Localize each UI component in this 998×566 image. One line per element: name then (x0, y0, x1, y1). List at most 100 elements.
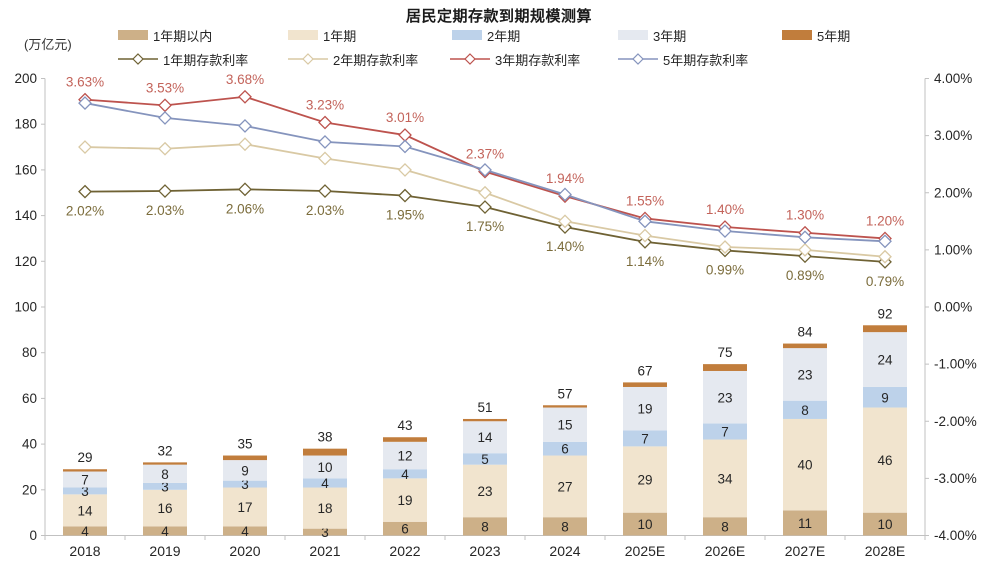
legend-item: 1年期以内 (118, 28, 212, 44)
diamond-marker (238, 182, 252, 197)
bar-segment-label: 19 (397, 493, 412, 508)
right-axis-tick-label: 2.00% (934, 185, 972, 200)
diamond-marker (158, 98, 172, 113)
bar-segment-label: 10 (877, 517, 892, 532)
x-axis-category-label: 2021 (309, 543, 340, 559)
bar-segment (863, 325, 907, 333)
diamond-marker (878, 234, 892, 249)
lines-group: 2.02% 2.03% 2.06% 2.03% 1.95% 1.75% 1.40% 1.14%… (66, 72, 904, 289)
bar-segment (703, 370, 747, 424)
left-axis-tick-label: 40 (22, 437, 37, 452)
rate-data-label: 1.55% (626, 193, 664, 208)
rate-data-label: 0.99% (706, 262, 744, 277)
bar-segment (383, 478, 427, 522)
bar-segment-label: 23 (797, 367, 812, 382)
bar-segment (703, 517, 747, 536)
bar-segment-label: 14 (77, 503, 93, 518)
rate-data-label: 2.03% (146, 203, 184, 218)
legend-swatch-icon (782, 30, 812, 40)
diamond-marker (318, 115, 332, 130)
legend-label: 2年期 (487, 28, 521, 44)
x-axis-category-label: 2018 (69, 543, 100, 559)
rate-data-label: 0.79% (866, 274, 904, 289)
bar-segment-label: 8 (721, 519, 729, 534)
bar-segment-label: 7 (721, 425, 729, 440)
diamond-marker (318, 151, 332, 166)
bar-2023: 8 23 5 14 51 (463, 400, 507, 536)
diamond-marker (158, 141, 172, 156)
bar-2022: 6 19 4 12 43 (383, 418, 427, 537)
rate-data-label: 0.89% (786, 268, 824, 283)
bar-segment (463, 418, 507, 422)
bar-segment-label: 8 (801, 403, 809, 418)
left-axis-unit-label: (万亿元) (24, 37, 72, 52)
rate-data-label: 1.40% (706, 202, 744, 217)
rate-data-label: 1.94% (546, 171, 584, 186)
legend-item: 5年期 (782, 28, 850, 44)
legend-swatch-icon (618, 30, 648, 40)
bar-segment-label: 3 (321, 525, 329, 540)
diamond-marker (318, 134, 332, 149)
rate-data-label: 3.63% (66, 75, 104, 90)
x-axis-category-label: 2020 (229, 543, 260, 559)
bar-segment-label: 4 (321, 476, 329, 491)
diamond-marker (78, 140, 92, 154)
bar-2028E: 10 46 9 24 92 (863, 306, 907, 536)
diamond-marker (878, 249, 892, 264)
x-axis-category-label: 2024 (549, 543, 580, 559)
bar-2019: 4 16 38 32 (143, 443, 187, 539)
bar-segment (783, 418, 827, 511)
bar-segment (63, 494, 107, 527)
legend-label: 2年期存款利率 (333, 52, 419, 68)
bar-segment-label: 46 (877, 453, 892, 468)
bar-total-label: 75 (717, 345, 732, 360)
diamond-marker (398, 128, 412, 142)
x-axis-category-label: 2027E (785, 543, 825, 559)
diamond-marker (398, 162, 412, 177)
left-axis-tick-label: 180 (14, 117, 37, 132)
rate-data-label: 1.20% (866, 213, 904, 228)
bar-segment (783, 400, 827, 419)
diamond-marker (638, 228, 652, 243)
bar-segment-label: 14 (477, 430, 493, 445)
left-axis-tick-label: 20 (22, 482, 37, 497)
bar-segment (543, 405, 587, 408)
bars-group: 4143729416383241739353184103861941243823… (63, 306, 907, 540)
diamond-marker (318, 184, 332, 198)
bar-segment-label: 11 (798, 516, 812, 531)
legend-line-marker-icon (618, 53, 658, 65)
left-axis-tick-label: 80 (22, 345, 37, 360)
bar-segment (623, 382, 667, 387)
rate-data-label: 2.06% (226, 201, 264, 216)
bar-segment (863, 386, 907, 408)
bar-2018: 4 14 37 29 (63, 450, 107, 539)
bar-segment-label: 3 (81, 484, 89, 499)
bar-segment-label: 24 (877, 353, 893, 368)
diamond-marker (158, 110, 172, 125)
bar-total-label: 67 (637, 363, 652, 378)
legend-item: 2年期存款利率 (288, 52, 419, 68)
diamond-marker (398, 139, 412, 154)
bar-segment (223, 480, 267, 488)
left-axis-tick-label: 140 (14, 208, 37, 223)
rate-data-label: 1.30% (786, 208, 824, 223)
diamond-marker (718, 224, 732, 238)
bar-segment-label: 3 (241, 477, 249, 492)
bar-segment (223, 460, 267, 481)
bar-segment-label: 8 (481, 519, 489, 534)
bar-segment (543, 441, 587, 456)
legend-item: 1年期存款利率 (118, 52, 248, 68)
bar-segment-label: 34 (717, 471, 733, 486)
diamond-marker (478, 200, 492, 214)
bar-segment-label: 8 (161, 467, 169, 482)
bar-segment-label: 4 (401, 467, 409, 482)
rate-data-label: 2.37% (466, 147, 504, 162)
bar-segment-label: 40 (797, 458, 812, 473)
x-axis-category-label: 2026E (705, 543, 745, 559)
bar-segment (143, 464, 187, 483)
right-axis-ticks: 4.00% 3.00% 2.00% 1.00% 0.00% -1.00% -2.00% -3.… (925, 71, 977, 543)
bar-segment (303, 478, 347, 488)
bar-total-label: 84 (797, 325, 813, 340)
